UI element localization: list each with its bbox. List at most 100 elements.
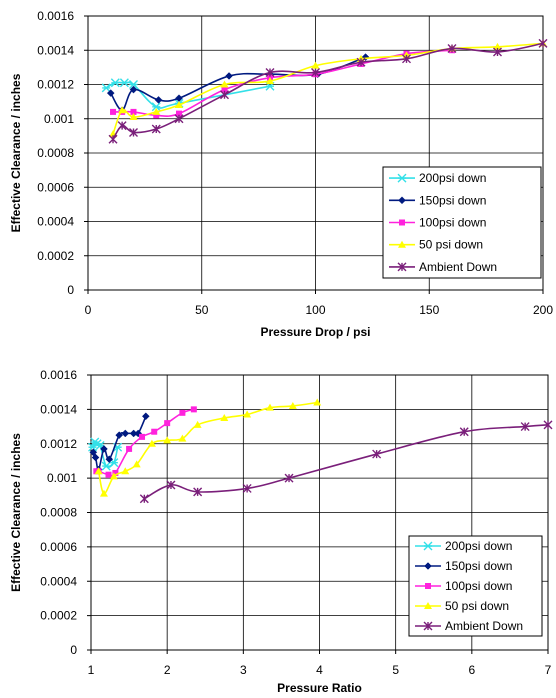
data-point [193, 487, 203, 497]
legend-item: 200psi down [415, 539, 512, 553]
series-line [96, 408, 195, 477]
series-ambient-down [108, 38, 548, 144]
legend-item: 50 psi down [415, 599, 509, 613]
y-tick-label: 0.0016 [40, 368, 77, 382]
data-point [493, 42, 502, 50]
legend-item: Ambient Down [389, 260, 497, 274]
y-tick-label: 0.0008 [40, 506, 77, 520]
x-tick-label: 6 [468, 663, 475, 677]
data-point [109, 472, 118, 480]
data-point [139, 494, 149, 504]
y-tick-label: 0.0006 [37, 180, 74, 194]
data-point [220, 90, 229, 100]
data-point [129, 127, 138, 137]
legend-item: 50 psi down [389, 238, 483, 252]
data-point [105, 455, 114, 464]
data-point [166, 480, 176, 490]
legend-swatch-marker [399, 219, 405, 226]
y-tick-label: 0.0006 [40, 540, 77, 554]
legend-item: 100psi down [415, 579, 512, 593]
y-tick-label: 0.001 [44, 112, 74, 126]
y-tick-label: 0.0016 [37, 9, 74, 23]
data-point [110, 108, 117, 115]
data-point [152, 107, 161, 115]
y-tick-label: 0 [67, 283, 74, 297]
data-point [126, 445, 133, 452]
x-tick-label: 1 [88, 663, 95, 677]
data-point [176, 110, 182, 117]
legend-item: 150psi down [389, 193, 486, 207]
data-point [129, 85, 138, 94]
data-point [459, 427, 469, 437]
x-tick-label: 5 [392, 663, 399, 677]
data-point [288, 401, 297, 409]
data-point [101, 461, 111, 471]
data-point [118, 106, 127, 114]
legend-swatch-marker [398, 196, 406, 205]
x-axis-label: Pressure Ratio [277, 681, 362, 695]
legend-item: Ambient Down [415, 619, 523, 633]
data-point [178, 434, 187, 442]
data-point [141, 412, 150, 421]
data-point [99, 489, 108, 497]
y-tick-label: 0.0002 [37, 249, 74, 263]
data-point [89, 448, 98, 457]
x-tick-label: 100 [305, 303, 325, 317]
legend-item: 150psi down [415, 559, 512, 573]
data-point [88, 442, 98, 452]
data-point [108, 134, 118, 144]
data-point [153, 112, 160, 119]
data-point [100, 445, 108, 453]
legend-swatch-marker [397, 173, 407, 183]
series-50-psi-down [94, 398, 322, 497]
legend-item: 200psi down [389, 171, 486, 185]
y-tick-label: 0.0014 [40, 402, 77, 416]
x-axis-label: Pressure Drop / psi [260, 325, 370, 339]
x-tick-label: 2 [164, 663, 171, 677]
data-point [139, 433, 146, 440]
legend-label: 100psi down [419, 216, 486, 230]
legend-swatch-marker [424, 602, 432, 609]
data-point [105, 471, 112, 478]
data-point [151, 102, 161, 112]
data-point [117, 121, 127, 131]
data-point [163, 436, 172, 444]
y-axis-label: Effective Clearance / inches [9, 433, 23, 592]
y-tick-label: 0.001 [47, 471, 77, 485]
data-point [94, 467, 103, 475]
legend: 200psi down 150psi down 100psi down 50 psi … [382, 166, 542, 279]
legend-swatch-marker [423, 541, 433, 551]
data-point [266, 77, 274, 85]
data-point [154, 96, 163, 104]
legend-label: 50 psi down [419, 238, 483, 252]
chart-2: 0 0.0002 0.0004 0.0006 0.0008 0.001 0.0012 0.00… [9, 368, 553, 695]
x-tick-label: 150 [419, 303, 439, 317]
data-point [174, 114, 184, 124]
legend-swatch-marker [423, 621, 433, 631]
data-point [106, 89, 115, 97]
series-line [143, 424, 549, 500]
data-point [129, 80, 138, 89]
data-point [242, 483, 252, 493]
y-tick-label: 0.0004 [40, 574, 77, 588]
data-point [164, 420, 171, 427]
legend-label: 100psi down [445, 579, 512, 593]
legend: 200psi down 150psi down 100psi down 50 psi … [408, 535, 543, 637]
legend-item: 100psi down [389, 216, 486, 230]
data-point [447, 44, 457, 54]
data-point [265, 68, 275, 78]
legend-label: 150psi down [445, 559, 512, 573]
y-tick-label: 0.0004 [37, 215, 74, 229]
data-point [225, 72, 233, 80]
data-point [356, 57, 366, 67]
legend-label: Ambient Down [419, 260, 497, 274]
data-point [179, 409, 186, 416]
data-point [129, 113, 138, 121]
data-point [147, 439, 156, 447]
data-point [101, 83, 111, 93]
data-point [121, 429, 130, 438]
data-point [220, 413, 229, 421]
data-point [130, 108, 137, 115]
data-point [151, 124, 161, 134]
